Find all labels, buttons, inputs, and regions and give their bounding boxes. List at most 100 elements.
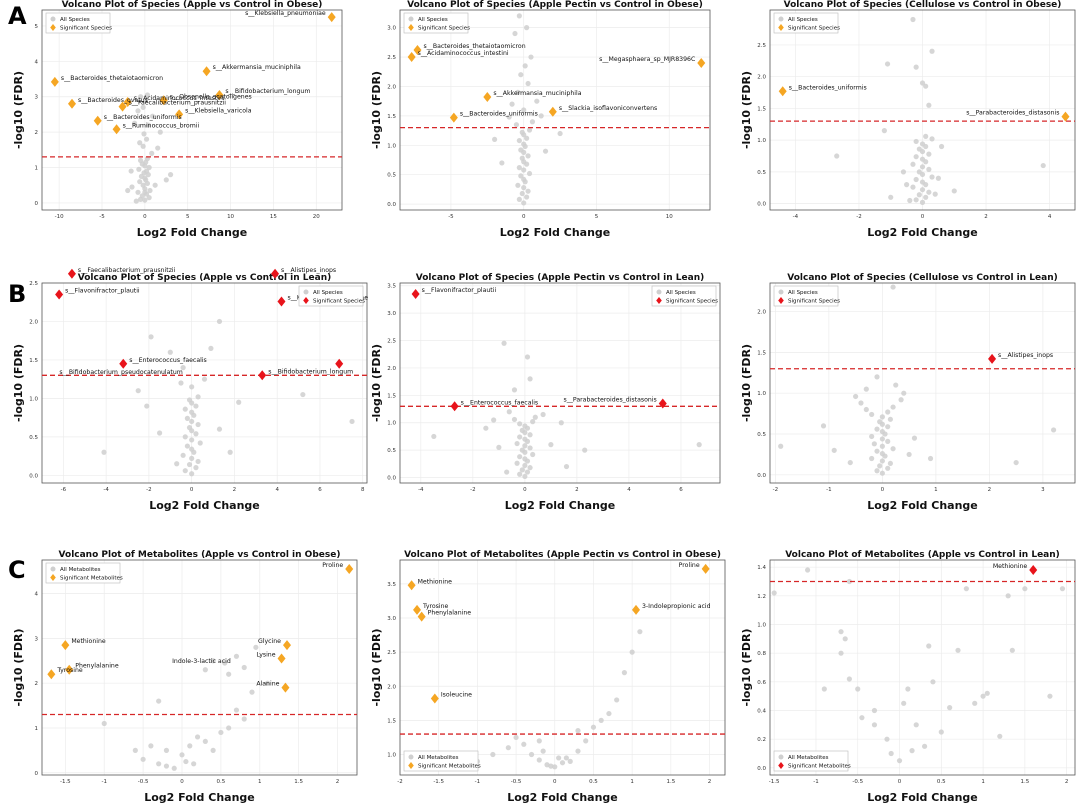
data-point — [194, 734, 201, 740]
data-point — [149, 113, 156, 119]
point-label: Tyrosine — [422, 603, 449, 610]
point-label: Proline — [679, 562, 700, 569]
data-point — [511, 416, 518, 423]
data-point — [179, 752, 185, 758]
data-point — [521, 176, 527, 183]
x-tick-label: 0.5 — [217, 779, 226, 785]
data-point — [916, 146, 922, 152]
legend-label-all: All Species — [418, 17, 448, 23]
data-point — [890, 404, 896, 410]
data-point — [805, 567, 811, 573]
chart-title: Volcano Plot of Species (Apple vs Contro… — [62, 0, 323, 10]
x-tick-label: -0.5 — [138, 779, 149, 785]
data-point — [907, 197, 913, 204]
data-point — [1050, 427, 1057, 433]
data-point — [846, 578, 852, 585]
chart-title: Volcano Plot of Metabolites (Apple Pecti… — [404, 550, 721, 560]
data-point — [590, 724, 597, 730]
data-point — [534, 98, 540, 104]
data-point — [614, 697, 620, 703]
x-tick-label: 0 — [898, 779, 902, 785]
data-point — [929, 174, 935, 180]
legend-label-significant: Significant Species — [666, 299, 718, 305]
y-tick-label: 2.0 — [387, 366, 396, 372]
significant-point — [327, 12, 336, 23]
point-label: 3-Indolepropionic acid — [642, 603, 711, 610]
legend-label-all: All Metabolites — [788, 755, 829, 761]
data-point — [515, 182, 521, 188]
data-point — [101, 449, 107, 455]
data-point — [156, 430, 163, 436]
data-point — [142, 189, 148, 195]
data-point — [189, 409, 195, 415]
data-point — [184, 443, 190, 449]
data-point — [195, 394, 201, 400]
legend-label-all: All Species — [788, 17, 818, 23]
data-point — [879, 470, 885, 476]
x-tick-label: 10 — [666, 214, 673, 220]
data-point — [901, 700, 907, 706]
data-point — [621, 670, 628, 676]
data-point — [197, 440, 203, 446]
data-point — [522, 63, 528, 69]
data-point — [536, 738, 542, 744]
data-point — [847, 459, 853, 466]
point-label: s__Megasphaera_sp_MJR8396C — [599, 56, 695, 63]
data-point — [874, 374, 880, 380]
x-axis-label: Log2 Fold Change — [867, 791, 978, 804]
row-label-a: A — [8, 2, 27, 30]
x-tick-label: 6 — [679, 487, 683, 493]
significant-point — [335, 358, 344, 369]
data-point — [548, 442, 554, 448]
data-point — [156, 761, 162, 767]
data-point — [913, 722, 919, 728]
data-point — [910, 184, 916, 190]
plot-frame — [41, 9, 343, 211]
data-point — [919, 164, 926, 170]
y-tick-label: 1.0 — [29, 396, 38, 402]
data-point — [516, 137, 522, 144]
plot-frame — [399, 559, 726, 776]
x-tick-label: 1 — [258, 779, 262, 785]
data-point — [869, 411, 875, 418]
point-label: s__Klebsiella_varicola — [185, 107, 252, 114]
point-label: Methionine — [993, 563, 1028, 570]
annotation-label: Indole-3-lactic acid — [172, 658, 231, 665]
data-point — [233, 653, 240, 659]
data-point — [984, 690, 990, 696]
data-point — [519, 129, 525, 135]
data-point — [575, 728, 581, 734]
y-tick-label: 1.0 — [757, 138, 766, 144]
x-tick-label: 0 — [190, 487, 194, 493]
chart-panel: Volcano Plot of Metabolites (Apple vs Co… — [12, 550, 358, 804]
y-tick-label: 1.4 — [757, 565, 766, 571]
data-point — [530, 419, 536, 425]
x-tick-label: -4 — [103, 487, 109, 493]
y-axis-label: -log10 (FDR) — [740, 628, 753, 706]
data-point — [540, 748, 546, 754]
x-tick-label: 0 — [523, 487, 527, 493]
data-point — [923, 194, 929, 200]
data-point — [522, 456, 528, 462]
x-tick-label: -1.5 — [60, 779, 71, 785]
data-point — [521, 185, 527, 191]
significant-point — [50, 76, 59, 87]
significant-point — [68, 98, 76, 109]
legend-swatch-significant — [303, 297, 309, 304]
point-label: Methionine — [71, 638, 106, 645]
point-label: s__Akkermansia_muciniphila — [213, 64, 301, 71]
legend-label-significant: Significant Metabolites — [60, 576, 123, 582]
y-tick-label: 2.5 — [387, 339, 396, 345]
data-point — [855, 686, 861, 692]
data-point — [222, 660, 228, 666]
data-point — [542, 148, 549, 154]
x-axis-label: Log2 Fold Change — [137, 226, 248, 239]
point-label: s__Alistipes_inops — [998, 352, 1053, 359]
significant-point — [701, 563, 710, 574]
legend-box — [773, 285, 839, 307]
data-point — [536, 757, 542, 763]
chart-title: Volcano Plot of Species (Apple vs Contro… — [78, 273, 332, 283]
data-point — [525, 153, 531, 159]
data-point — [863, 386, 869, 392]
